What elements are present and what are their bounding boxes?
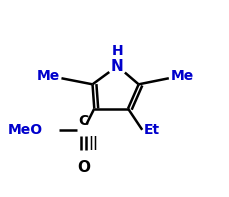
- Text: C: C: [79, 114, 89, 128]
- Text: N: N: [111, 59, 124, 74]
- Text: Me: Me: [171, 69, 194, 83]
- Text: O: O: [77, 160, 90, 175]
- Text: H: H: [112, 44, 123, 58]
- Text: ||: ||: [88, 136, 98, 150]
- Text: MeO: MeO: [8, 123, 43, 137]
- Text: Et: Et: [144, 123, 160, 137]
- Text: Me: Me: [36, 69, 60, 83]
